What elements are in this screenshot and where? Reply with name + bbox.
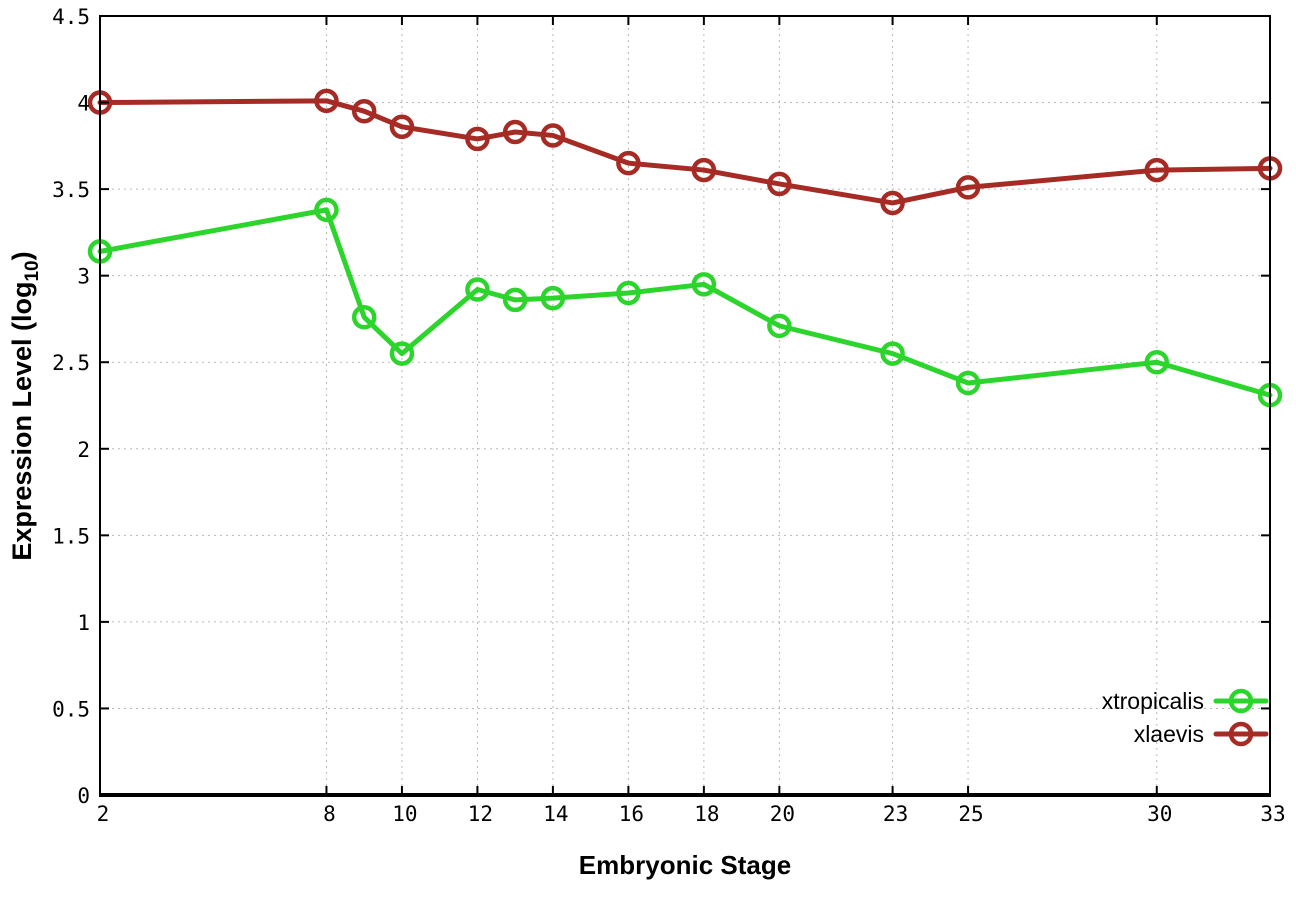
data-point-xtropicalis-9 — [351, 304, 377, 330]
y-tick-label: 1.5 — [52, 524, 90, 548]
y-tick-label: 0 — [77, 784, 90, 808]
y-axis-label-subscript: 10 — [22, 260, 43, 281]
data-point-xlaevis-8 — [314, 88, 339, 114]
data-point-xtropicalis-8 — [314, 197, 339, 223]
data-point-xtropicalis-12 — [465, 277, 490, 302]
tick-layer: 2 8 10 12 14 16 18 20 23 25 30 33 0 0.5 1 1.5 2 2.5 3 3.5 4 4… — [52, 5, 1286, 826]
data-point-xlaevis-12 — [465, 126, 490, 152]
y-tick-label: 2.5 — [52, 351, 90, 375]
data-point-xlaevis-13 — [502, 119, 528, 145]
series-layer — [87, 88, 1283, 408]
series-line-xlaevis — [97, 98, 1273, 206]
data-point-xtropicalis-16 — [616, 280, 641, 306]
data-point-xtropicalis-30 — [1144, 349, 1170, 375]
x-axis-label: Embryonic Stage — [579, 850, 791, 880]
y-tick-label: 3.5 — [52, 178, 90, 202]
y-axis-label: Expression Level (log10) — [7, 251, 43, 560]
y-tick-label: 2 — [77, 438, 90, 462]
legend-marker-xlaevis — [1228, 721, 1254, 747]
data-point-xlaevis-10 — [389, 114, 415, 140]
series-line-xtropicalis — [97, 207, 1273, 398]
x-tick-label: 14 — [543, 802, 568, 826]
x-tick-label: 23 — [883, 802, 908, 826]
data-point-xlaevis-18 — [691, 157, 717, 183]
y-tick-label: 1 — [77, 611, 90, 635]
y-axis-label-text: Expression Level (log — [7, 282, 37, 561]
x-tick-label: 16 — [619, 802, 644, 826]
y-tick-label: 4.5 — [52, 5, 90, 29]
x-tick-label: 18 — [694, 802, 719, 826]
x-tick-label: 12 — [468, 802, 493, 826]
data-point-xlaevis-30 — [1144, 157, 1170, 183]
data-point-xlaevis-9 — [351, 98, 377, 124]
data-point-xtropicalis-20 — [767, 313, 792, 339]
legend-marker-xtropicalis — [1228, 688, 1254, 714]
data-point-xtropicalis-25 — [955, 370, 981, 396]
x-tick-label: 25 — [958, 802, 983, 826]
plot-border — [99, 15, 1271, 796]
y-axis-label-close: ) — [7, 251, 37, 260]
data-point-xtropicalis-18 — [691, 272, 717, 297]
legend-label-xtropicalis: xtropicalis — [1102, 688, 1204, 714]
data-point-xtropicalis-23 — [880, 341, 905, 366]
data-point-xtropicalis-10 — [389, 341, 415, 366]
y-tick-label: 4 — [77, 92, 90, 116]
x-tick-label: 20 — [770, 802, 795, 826]
data-point-xlaevis-20 — [767, 171, 792, 197]
y-tick-label: 3 — [77, 265, 90, 289]
data-point-xtropicalis-13 — [502, 287, 528, 313]
grid-layer — [100, 16, 1270, 795]
data-point-xlaevis-14 — [540, 123, 566, 148]
x-tick-label: 33 — [1260, 802, 1285, 826]
x-tick-label: 8 — [323, 802, 336, 826]
x-tick-label: 10 — [392, 802, 417, 826]
legend: xtropicalis xlaevis — [1102, 688, 1269, 747]
data-point-xlaevis-16 — [616, 150, 641, 176]
x-tick-label: 2 — [97, 802, 110, 826]
data-point-xlaevis-25 — [955, 175, 981, 200]
data-point-xtropicalis-14 — [540, 285, 566, 311]
legend-label-xlaevis: xlaevis — [1134, 721, 1204, 747]
x-tick-label: 30 — [1147, 802, 1172, 826]
y-tick-label: 0.5 — [52, 697, 90, 721]
data-point-xlaevis-23 — [880, 190, 905, 216]
